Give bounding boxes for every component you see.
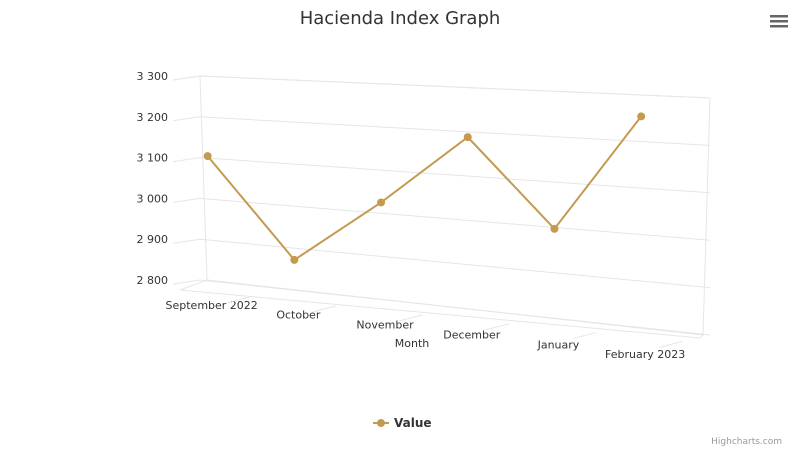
back-wall	[199, 75, 711, 336]
x-tick	[399, 314, 423, 322]
point	[463, 133, 472, 142]
legend-label: Value	[394, 416, 432, 430]
grid-line	[199, 197, 711, 241]
x-axis-title: Month	[395, 337, 430, 350]
y-tick-label: 3 100	[137, 152, 169, 165]
y-tick-label: 2 900	[137, 233, 169, 246]
grid-line	[199, 279, 711, 336]
chart-title: Hacienda Index Graph	[300, 8, 501, 29]
grid-line	[199, 157, 711, 194]
y-tick-label: 3 000	[137, 192, 169, 205]
point	[550, 224, 559, 233]
side-grid-line	[172, 75, 201, 81]
x-tick	[572, 332, 596, 340]
x-tick-label: September 2022	[166, 299, 258, 312]
y-tick-label: 3 300	[137, 70, 169, 83]
side-grid-line	[172, 157, 201, 163]
credits: Highcharts.com	[711, 437, 782, 447]
x-tick-label: October	[276, 309, 320, 322]
menu-bar	[770, 25, 788, 28]
point	[290, 255, 299, 264]
point	[637, 112, 646, 121]
x-tick-label: November	[356, 319, 414, 332]
x-tick	[485, 323, 510, 331]
y-tick-label: 3 200	[137, 111, 169, 124]
menu-button[interactable]	[770, 15, 788, 28]
side-grid-line	[172, 197, 201, 203]
point	[377, 198, 386, 207]
menu-bar	[770, 20, 788, 23]
x-tick-label: February 2023	[605, 348, 685, 361]
y-tick-label: 2 800	[137, 274, 169, 287]
side-grid-line	[172, 279, 201, 285]
legend-symbol	[377, 419, 385, 427]
x-tick-label: January	[537, 338, 580, 351]
floor	[179, 279, 704, 339]
x-tick	[225, 296, 250, 304]
x-tick-label: December	[443, 328, 501, 341]
legend-item[interactable]: Value	[373, 416, 432, 430]
grid-line	[199, 75, 711, 99]
series	[203, 112, 646, 264]
x-tick	[312, 305, 336, 313]
grid-line	[199, 238, 711, 289]
side-grid-line	[172, 238, 201, 244]
side-grid-line	[172, 116, 201, 122]
grid-line	[199, 116, 711, 146]
menu-bar	[770, 15, 788, 18]
series-line	[206, 115, 642, 262]
x-tick	[659, 340, 683, 348]
point	[203, 152, 212, 161]
